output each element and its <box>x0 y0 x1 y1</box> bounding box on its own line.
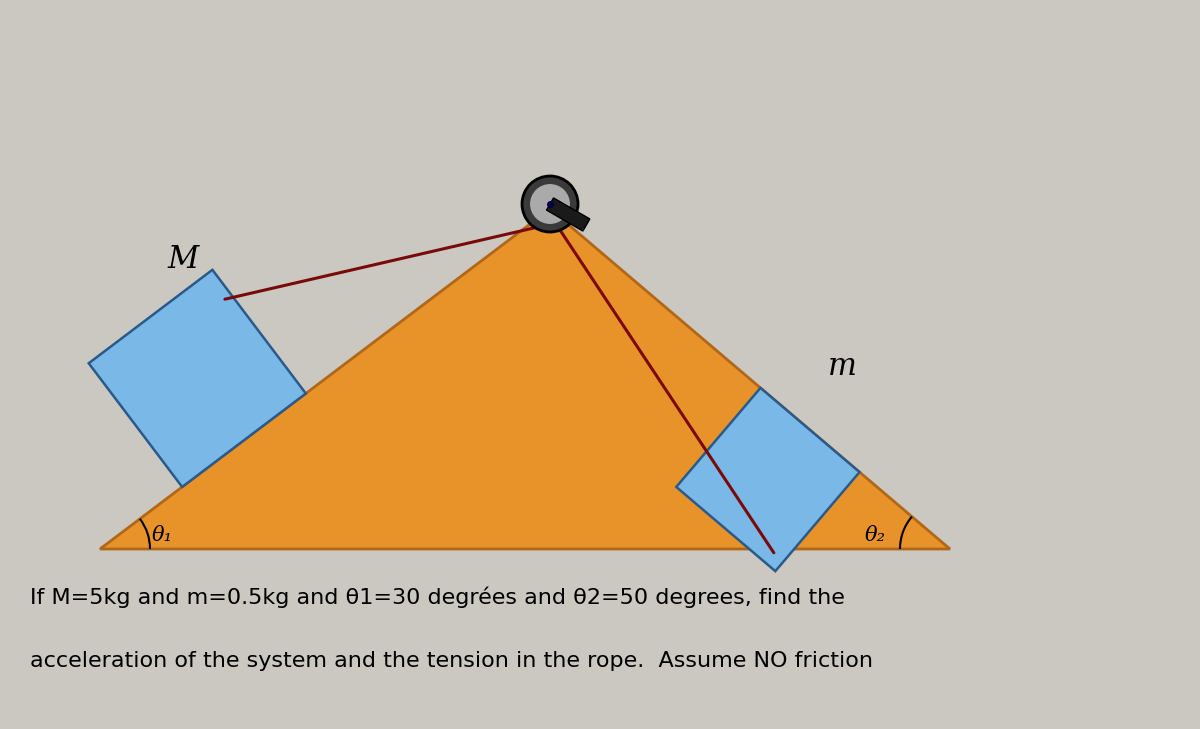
Circle shape <box>522 176 578 232</box>
Polygon shape <box>89 270 306 487</box>
Text: If M=5kg and m=0.5kg and θ1=30 degrées and θ2=50 degrees, find the: If M=5kg and m=0.5kg and θ1=30 degrées a… <box>30 587 845 608</box>
Text: acceleration of the system and the tension in the rope.  Assume NO friction: acceleration of the system and the tensi… <box>30 651 874 671</box>
Polygon shape <box>100 209 950 549</box>
Text: M: M <box>167 244 198 276</box>
Text: θ₂: θ₂ <box>865 526 886 545</box>
Text: m: m <box>828 351 857 381</box>
Polygon shape <box>546 198 590 231</box>
Circle shape <box>529 183 571 225</box>
Polygon shape <box>677 388 859 571</box>
Text: θ₁: θ₁ <box>152 526 173 545</box>
